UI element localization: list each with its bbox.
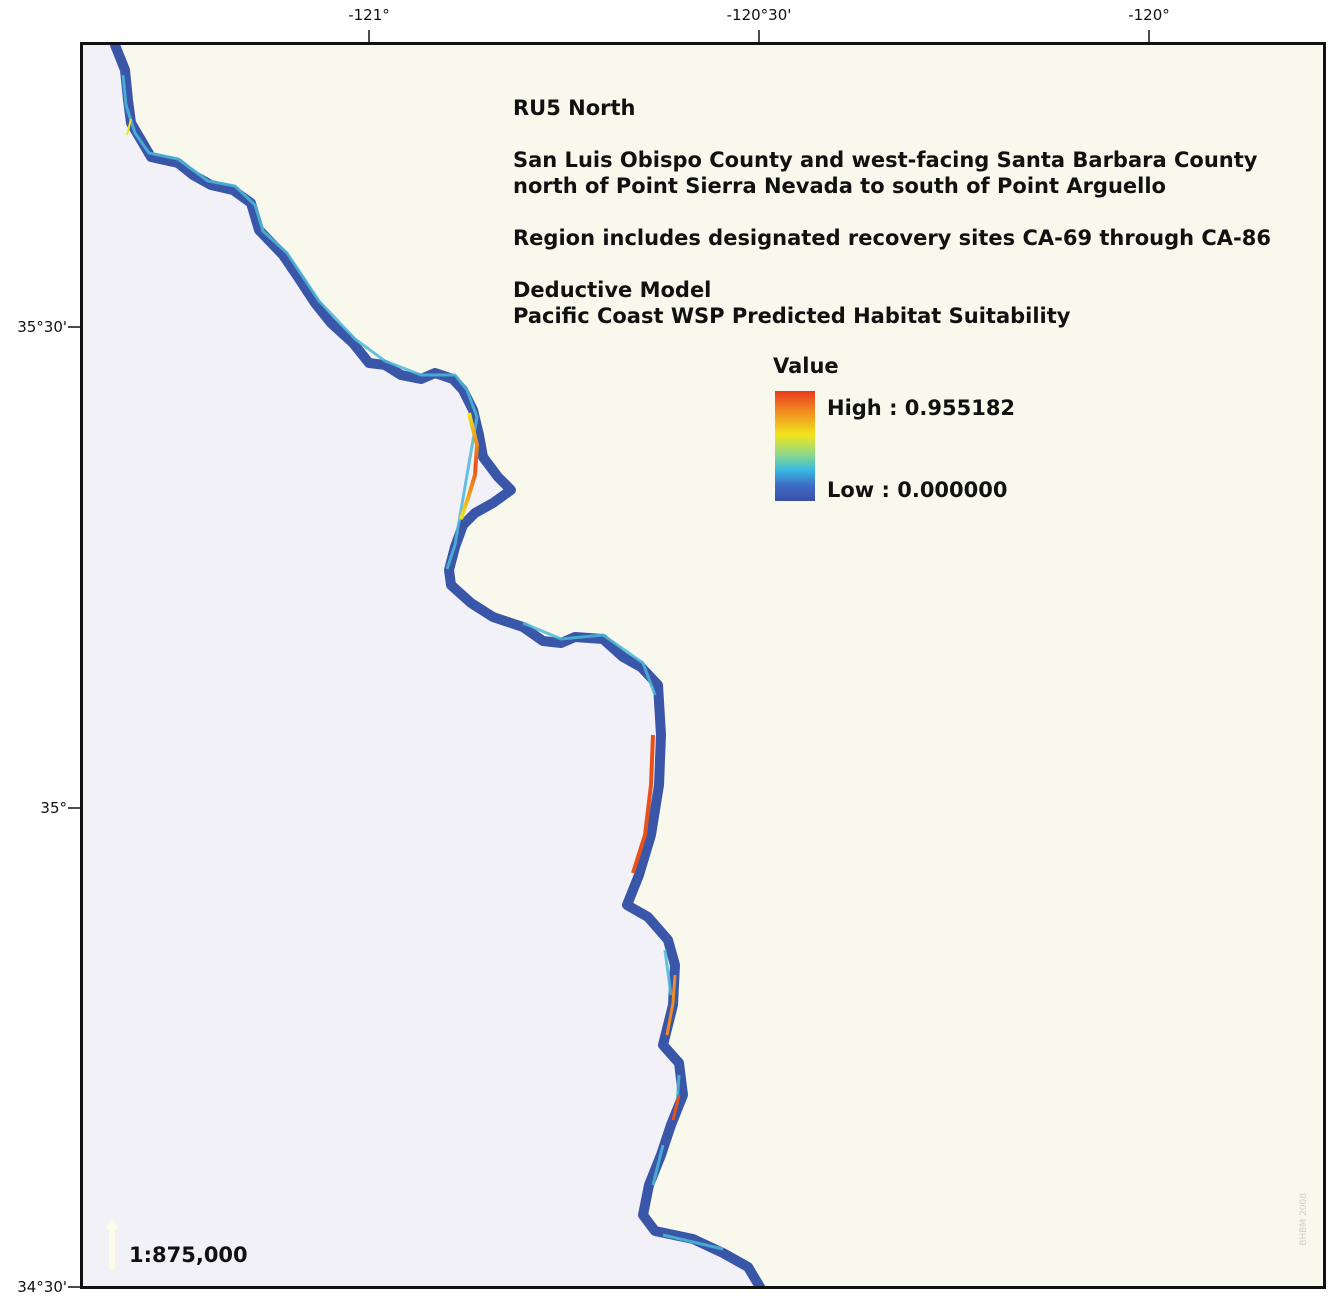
legend-low-label: Low : 0.000000 [827, 478, 1008, 502]
legend-high-label: High : 0.955182 [827, 396, 1016, 420]
map-extent-description: San Luis Obispo County and west-facing S… [513, 148, 1258, 198]
map-scale: 1:875,000 [129, 1243, 248, 1267]
latitude-label-35-30: 35°30' [17, 318, 67, 336]
longitude-label-120: -120° [1128, 6, 1170, 24]
latitude-label-35: 35° [40, 799, 67, 817]
coastline-fringe [121, 74, 724, 1251]
north-arrow-icon [106, 1217, 118, 1271]
beach-highlight-morro [459, 412, 480, 520]
longitude-label-121: -121° [348, 6, 390, 24]
beach-highlight-vandenberg [665, 974, 677, 1036]
model-description: Deductive Model Pacific Coast WSP Predic… [513, 278, 1071, 328]
beach-highlight-yellow [126, 118, 132, 136]
beach-highlight-south [671, 1094, 681, 1121]
legend-color-ramp [775, 391, 815, 501]
legend-title: Value [773, 354, 839, 378]
longitude-label-120-30: -120°30' [726, 6, 792, 24]
map-title: RU5 North [513, 96, 636, 120]
coastline-map[interactable] [83, 45, 1326, 1289]
map-frame[interactable]: RU5 North San Luis Obispo County and wes… [80, 42, 1326, 1289]
recovery-sites-description: Region includes designated recovery site… [513, 226, 1271, 250]
beach-highlight-pismo [631, 734, 655, 874]
land-area [115, 45, 1323, 1286]
watermark: BHBM 2008 [1299, 1193, 1309, 1246]
latitude-label-34-30: 34°30' [17, 1278, 67, 1296]
